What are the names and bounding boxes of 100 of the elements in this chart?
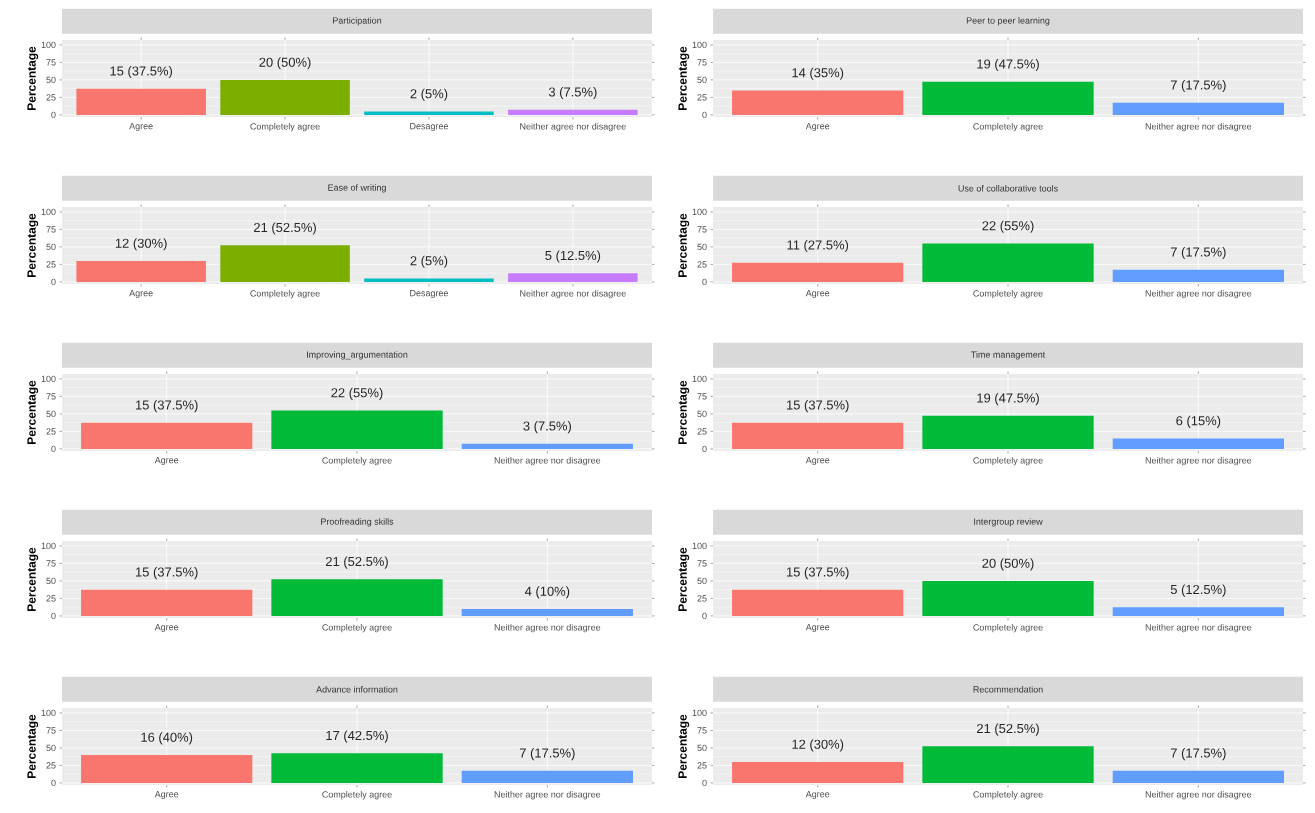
data-label: 19 (47.5%) xyxy=(977,393,1039,406)
bar xyxy=(732,422,904,449)
bar xyxy=(732,90,904,115)
data-label: 12 (30%) xyxy=(792,739,844,752)
x-tick-label: Agree xyxy=(154,457,179,466)
x-tick-label: Neither agree nor disagree xyxy=(1145,123,1252,132)
data-label: 6 (15%) xyxy=(1176,415,1221,428)
x-tick-label: Agree xyxy=(805,791,830,800)
chart-title: Ease of writing xyxy=(328,184,386,193)
y-tick-label: 25 xyxy=(697,762,707,769)
data-label: 7 (17.5%) xyxy=(519,748,575,761)
y-tick-label: 0 xyxy=(702,779,707,787)
bar xyxy=(1112,102,1284,115)
bar xyxy=(922,415,1094,449)
data-label: 2 (5%) xyxy=(410,255,448,268)
data-label: 14 (35%) xyxy=(792,67,844,80)
data-label: 3 (7.5%) xyxy=(548,87,597,100)
bar xyxy=(732,589,904,616)
y-axis-title: Percentage xyxy=(678,46,690,110)
y-axis-title: Percentage xyxy=(678,547,690,611)
y-axis-title: Percentage xyxy=(678,714,690,778)
y-tick-label: 0 xyxy=(702,612,707,620)
y-tick-label: 100 xyxy=(41,542,56,550)
data-label: 22 (55%) xyxy=(331,387,383,400)
bar xyxy=(364,278,494,282)
chart-title: Use of collaborative tools xyxy=(958,185,1058,192)
bar xyxy=(922,243,1094,282)
x-tick-label: Neither agree nor disagree xyxy=(494,457,601,466)
y-tick-label: 100 xyxy=(41,41,56,49)
y-tick-label: 100 xyxy=(692,375,707,383)
data-label: 4 (10%) xyxy=(524,586,570,599)
y-axis-title: Percentage xyxy=(27,547,39,611)
data-label: 7 (17.5%) xyxy=(1170,80,1226,93)
x-tick-label: Agree xyxy=(154,624,179,633)
x-tick-label: Neither agree nor disagree xyxy=(494,624,601,633)
data-label: 15 (37.5%) xyxy=(135,567,198,580)
chart-title: Proofreading skills xyxy=(321,518,394,527)
x-tick-label: Completely agree xyxy=(973,624,1043,633)
bar xyxy=(1112,269,1284,282)
y-tick-label: 75 xyxy=(697,393,707,400)
y-tick-label: 100 xyxy=(692,542,707,550)
chart-title: Peer to peer learning xyxy=(966,17,1050,26)
x-tick-label: Completely agree xyxy=(250,123,320,132)
x-tick-label: Completely agree xyxy=(973,457,1043,466)
y-tick-label: 100 xyxy=(41,375,56,383)
x-tick-label: Agree xyxy=(805,457,830,466)
data-label: 20 (50%) xyxy=(982,558,1034,571)
y-tick-label: 0 xyxy=(51,111,56,119)
y-tick-label: 50 xyxy=(46,744,56,752)
y-tick-label: 25 xyxy=(697,261,707,268)
bar xyxy=(271,579,443,616)
bar xyxy=(220,79,350,115)
x-tick-label: Desagree xyxy=(410,123,448,132)
x-tick-label: Neither agree nor disagree xyxy=(1145,791,1252,800)
bar xyxy=(508,273,638,282)
y-tick-label: 50 xyxy=(46,243,56,251)
y-tick-label: 100 xyxy=(692,41,707,49)
bar xyxy=(81,589,253,616)
x-tick-label: Neither agree nor disagree xyxy=(1145,290,1252,299)
x-tick-label: Neither agree nor disagree xyxy=(520,123,626,132)
y-tick-label: 75 xyxy=(46,560,56,567)
x-tick-label: Completely agree xyxy=(322,624,392,633)
y-tick-label: 50 xyxy=(697,243,707,251)
bar xyxy=(922,580,1094,616)
x-tick-label: Completely agree xyxy=(973,791,1043,800)
bar xyxy=(364,111,494,115)
data-label: 5 (12.5%) xyxy=(545,250,601,263)
chart-title: Advance information xyxy=(316,686,398,693)
y-tick-label: 0 xyxy=(51,612,56,620)
data-label: 21 (52.5%) xyxy=(977,723,1039,736)
x-tick-label: Agree xyxy=(129,290,153,299)
chart-title: Time management xyxy=(971,351,1046,360)
chart-title: Recommendation xyxy=(973,686,1043,693)
data-label: 16 (40%) xyxy=(141,732,193,745)
x-tick-label: Agree xyxy=(154,791,179,800)
data-label: 5 (12.5%) xyxy=(1170,584,1226,597)
data-label: 11 (27.5%) xyxy=(787,240,849,253)
y-tick-label: 100 xyxy=(41,709,56,717)
data-label: 22 (55%) xyxy=(982,220,1034,233)
y-axis-title: Percentage xyxy=(678,213,690,277)
bar xyxy=(732,262,904,282)
y-tick-label: 50 xyxy=(697,410,707,418)
x-tick-label: Neither agree nor disagree xyxy=(1145,624,1252,633)
bar xyxy=(461,608,633,616)
bar xyxy=(271,410,443,449)
y-tick-label: 25 xyxy=(46,595,56,602)
bar xyxy=(76,88,206,115)
y-tick-label: 75 xyxy=(697,59,707,66)
y-tick-label: 100 xyxy=(692,208,707,216)
y-tick-label: 50 xyxy=(46,410,56,418)
y-tick-label: 100 xyxy=(41,208,56,216)
y-tick-label: 75 xyxy=(697,560,707,567)
y-axis-title: Percentage xyxy=(27,46,39,110)
y-tick-label: 25 xyxy=(697,94,707,101)
bar xyxy=(1112,438,1284,449)
bar xyxy=(1112,770,1284,783)
x-tick-label: Completely agree xyxy=(973,290,1043,299)
y-tick-label: 25 xyxy=(46,261,56,268)
data-label: 2 (5%) xyxy=(410,88,448,101)
data-label: 15 (37.5%) xyxy=(787,567,849,580)
